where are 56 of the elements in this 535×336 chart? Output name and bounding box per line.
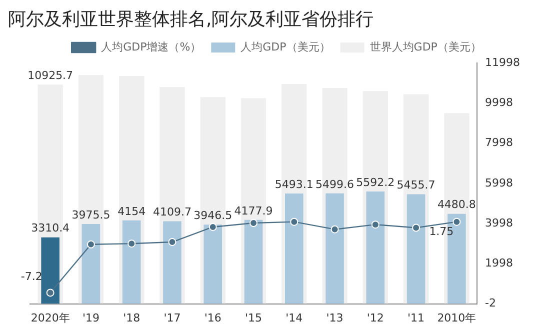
data-label: 1.75 [429, 225, 454, 238]
x-tick-label: '13 [326, 311, 344, 324]
x-tick-label: '14 [286, 311, 303, 324]
point [86, 240, 95, 248]
point [371, 220, 380, 229]
bar [41, 237, 60, 304]
data-label: 5455.7 [396, 178, 436, 192]
data-label: 3310.4 [31, 222, 70, 235]
x-tick-label: '16 [204, 311, 222, 324]
point [128, 240, 136, 248]
bar [406, 194, 426, 304]
y-tick-label: 11998 [485, 56, 520, 69]
data-label: 10925.7 [28, 68, 74, 82]
data-label: 4154 [118, 204, 146, 218]
y-tick-label: 1998 [485, 256, 514, 270]
x-tick-label: '11 [408, 311, 425, 324]
x-tick-label: 2020年 [30, 311, 70, 324]
x-tick-label: '15 [244, 311, 262, 324]
bar [326, 193, 344, 304]
bar [122, 220, 141, 304]
data-label: 3975.5 [72, 208, 110, 222]
point [168, 238, 176, 246]
legend-label: 人均GDP增速（%） [101, 40, 202, 54]
point [250, 219, 258, 228]
bar [163, 221, 182, 304]
data-label: 3946.5 [194, 208, 232, 222]
x-tick-label: '18 [123, 311, 140, 324]
legend-label: 世界人均GDP（美元） [370, 40, 482, 54]
bar [204, 224, 222, 304]
bar [285, 194, 304, 304]
x-tick-label: '12 [366, 311, 384, 324]
legend-label: 人均GDP（美元） [240, 40, 330, 54]
y-tick-label: -2 [485, 296, 496, 310]
point [208, 222, 217, 231]
y-tick-label: 3998 [485, 216, 514, 230]
point [452, 218, 461, 226]
data-label: 5592.2 [356, 176, 395, 189]
x-tick-label: '19 [82, 311, 100, 324]
point [46, 288, 54, 297]
x-tick-label: '17 [164, 311, 181, 324]
data-label: 4480.8 [437, 198, 476, 212]
point [412, 224, 420, 232]
data-label: 5499.6 [316, 178, 354, 191]
y-tick-label: 7998 [485, 136, 514, 150]
bar [244, 220, 263, 304]
bar [366, 192, 385, 304]
x-tick-label: 2010年 [437, 311, 476, 324]
y-tick-label: 5998 [485, 176, 514, 190]
point [330, 225, 339, 234]
y-tick-label: 9998 [485, 96, 514, 109]
data-label: 4177.9 [234, 204, 273, 218]
bar [82, 224, 100, 304]
point [290, 218, 298, 226]
data-label: 4109.7 [152, 206, 192, 219]
chart-title: 阿尔及利亚世界整体排名,阿尔及利亚省份排行 [8, 8, 375, 32]
data-label: 5493.1 [274, 178, 314, 191]
